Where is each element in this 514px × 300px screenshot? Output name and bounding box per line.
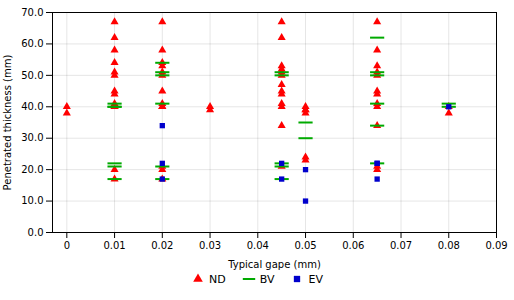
svg-text:Penetrated thickness (mm): Penetrated thickness (mm) bbox=[2, 55, 13, 191]
svg-text:60.0: 60.0 bbox=[21, 38, 43, 49]
svg-text:0.04: 0.04 bbox=[247, 240, 269, 251]
svg-text:Typical gape (mm): Typical gape (mm) bbox=[227, 259, 321, 270]
svg-text:0.09: 0.09 bbox=[485, 240, 507, 251]
html-text:ND: ND bbox=[209, 272, 226, 286]
svg-text:0.02: 0.02 bbox=[151, 240, 173, 251]
svg-text:0.08: 0.08 bbox=[438, 240, 460, 251]
svg-text:50.0: 50.0 bbox=[21, 70, 43, 81]
svg-text:0.03: 0.03 bbox=[199, 240, 221, 251]
svg-text:30.0: 30.0 bbox=[21, 132, 43, 143]
html-text:BV: BV bbox=[259, 272, 275, 286]
svg-text:0.07: 0.07 bbox=[390, 240, 412, 251]
svg-text:0.05: 0.05 bbox=[294, 240, 316, 251]
svg-text:10.0: 10.0 bbox=[21, 195, 43, 206]
html-text:EV: EV bbox=[308, 272, 323, 286]
svg-text:0.01: 0.01 bbox=[103, 240, 125, 251]
svg-text:0: 0 bbox=[64, 240, 70, 251]
svg-text:0.0: 0.0 bbox=[28, 227, 44, 238]
svg-text:70.0: 70.0 bbox=[21, 7, 43, 18]
svg-text:20.0: 20.0 bbox=[21, 164, 43, 175]
svg-text:0.06: 0.06 bbox=[342, 240, 364, 251]
svg-text:40.0: 40.0 bbox=[21, 101, 43, 112]
